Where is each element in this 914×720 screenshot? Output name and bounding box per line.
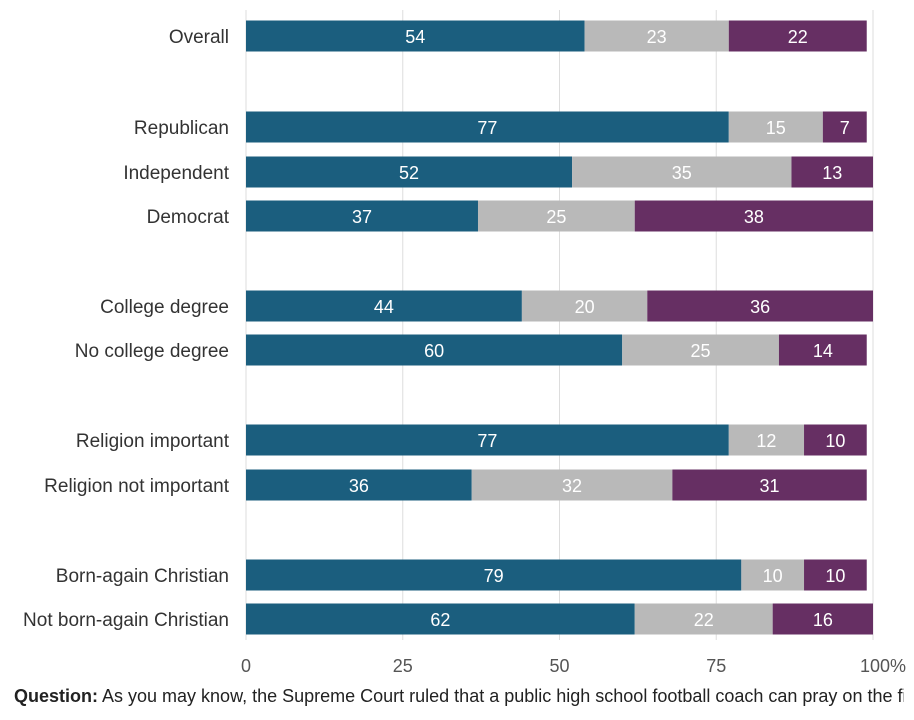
bar-value-label: 25 — [546, 207, 566, 227]
category-label: Republican — [134, 118, 229, 139]
bar-value-label: 20 — [575, 297, 595, 317]
bar-value-label: 79 — [484, 566, 504, 586]
bar-segment — [728, 111, 823, 143]
category-label: No college degree — [75, 341, 229, 362]
bar-value-label: 60 — [424, 341, 444, 361]
bar-value-label: 25 — [691, 341, 711, 361]
bar-segment — [246, 200, 478, 232]
bar-segment — [246, 334, 623, 366]
question-text: As you may know, the Supreme Court ruled… — [102, 686, 904, 706]
bar-segment — [246, 111, 729, 143]
bar-value-label: 77 — [477, 431, 497, 451]
bar-segment — [634, 200, 873, 232]
bar-segment — [804, 424, 867, 456]
bar-value-label: 54 — [405, 27, 425, 47]
bar-value-label: 36 — [349, 476, 369, 496]
bar-segment — [647, 290, 873, 322]
bar-value-label: 10 — [825, 566, 845, 586]
bar-segment — [778, 334, 867, 366]
bar-segment — [634, 603, 773, 635]
category-label: Independent — [123, 163, 229, 184]
bar-segment — [741, 559, 805, 591]
x-tick-label: 100% — [860, 656, 906, 676]
stacked-bar-chart: 0 25 50 75 100% Overall 54 23 22 Republican 77 15 7 I… — [23, 10, 906, 676]
bar-segment — [791, 156, 873, 188]
bar-segment — [804, 559, 867, 591]
bar-segment — [672, 469, 867, 501]
bar-segment — [728, 424, 805, 456]
category-label: Not born-again Christian — [23, 610, 229, 631]
bar-value-label: 23 — [647, 27, 667, 47]
bar-value-label: 16 — [813, 610, 833, 630]
x-tick-label: 50 — [549, 656, 569, 676]
bar-value-label: 38 — [744, 207, 764, 227]
bar-value-label: 52 — [399, 163, 419, 183]
bar-segment — [521, 290, 648, 322]
x-tick-label: 25 — [393, 656, 413, 676]
bar-segment — [246, 156, 573, 188]
bar-segment — [622, 334, 779, 366]
category-label: Democrat — [147, 207, 230, 228]
x-tick-label: 0 — [241, 656, 251, 676]
category-label: Overall — [169, 27, 229, 48]
bar-value-label: 10 — [763, 566, 783, 586]
bar-segment — [246, 603, 635, 635]
x-tick-label: 75 — [706, 656, 726, 676]
bar-segment — [728, 20, 867, 52]
bar-value-label: 22 — [694, 610, 714, 630]
category-label: College degree — [100, 297, 229, 318]
bar-segment — [246, 20, 585, 52]
bar-value-label: 62 — [430, 610, 450, 630]
bar-value-label: 35 — [672, 163, 692, 183]
bar-value-label: 32 — [562, 476, 582, 496]
bar-segment — [246, 290, 522, 322]
bar-value-label: 13 — [822, 163, 842, 183]
bar-value-label: 10 — [825, 431, 845, 451]
bar-segment — [477, 200, 635, 232]
bar-value-label: 31 — [760, 476, 780, 496]
bar-value-label: 22 — [788, 27, 808, 47]
bar-segment — [246, 424, 729, 456]
bar-segment — [772, 603, 873, 635]
category-label: Religion not important — [44, 476, 230, 497]
bar-value-label: 14 — [813, 341, 833, 361]
question-label: Question: — [14, 686, 98, 706]
bar-segment — [246, 559, 742, 591]
category-label: Religion important — [76, 431, 230, 452]
bar-segment — [822, 111, 867, 143]
bar-value-label: 77 — [477, 118, 497, 138]
bar-value-label: 44 — [374, 297, 394, 317]
bar-value-label: 15 — [766, 118, 786, 138]
bar-segment — [584, 20, 729, 52]
bar-segment — [471, 469, 673, 501]
bar-value-label: 36 — [750, 297, 770, 317]
bar-value-label: 37 — [352, 207, 372, 227]
bar-value-label: 12 — [756, 431, 776, 451]
bar-segment — [246, 469, 472, 501]
category-label: Born-again Christian — [56, 566, 229, 587]
bar-segment — [572, 156, 792, 188]
question-footer: Question: As you may know, the Supreme C… — [14, 684, 904, 720]
bar-value-label: 7 — [840, 118, 850, 138]
